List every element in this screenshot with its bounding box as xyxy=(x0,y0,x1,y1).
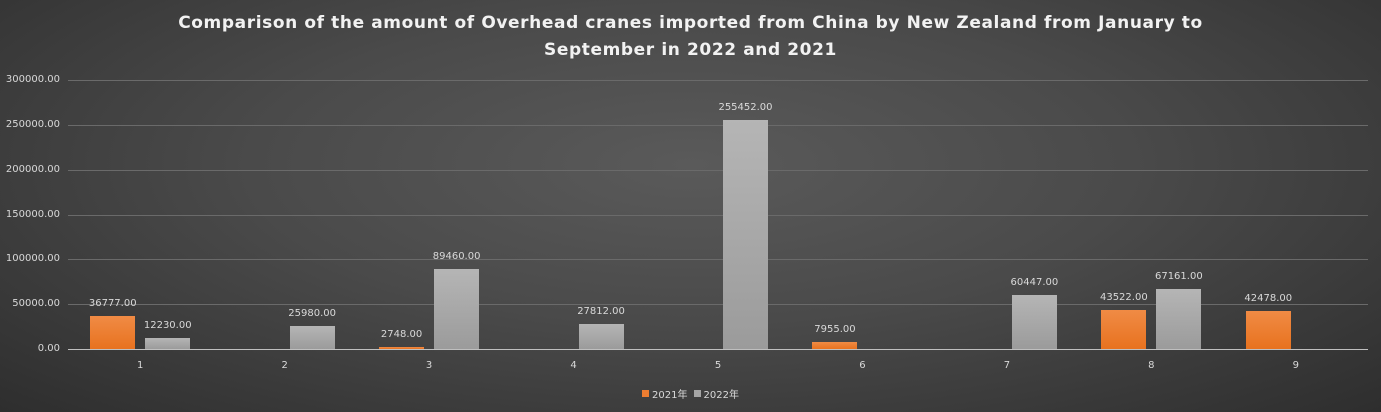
bar-2021-month-1[interactable] xyxy=(90,316,136,349)
x-tick-label: 6 xyxy=(859,360,866,371)
gridline xyxy=(68,214,1368,216)
bar-2022-month-3[interactable] xyxy=(434,268,480,349)
x-tick-label: 3 xyxy=(425,360,433,371)
x-tick-label: 5 xyxy=(714,360,722,371)
bar-2022-month-5[interactable] xyxy=(723,119,768,349)
legend-label-2022: 2022年 xyxy=(703,390,739,401)
x-tick-label: 2 xyxy=(281,360,288,371)
bar-2021-month-9[interactable] xyxy=(1245,310,1291,349)
legend-item-2022[interactable]: 2022年 xyxy=(693,386,739,401)
gridline xyxy=(68,124,1368,126)
bar-2021-month-6[interactable] xyxy=(812,341,858,349)
data-label: 60447.00 xyxy=(1010,276,1059,288)
data-label: 255452.00 xyxy=(718,101,773,113)
bar-2021-month-3[interactable] xyxy=(379,346,425,349)
x-tick-label: 9 xyxy=(1292,360,1299,371)
gridline xyxy=(68,80,1368,81)
y-tick-label: 300000.00 xyxy=(5,74,60,85)
legend-item-2021[interactable]: 2021年 xyxy=(642,386,688,401)
legend-swatch-2021 xyxy=(642,390,650,397)
y-tick-label: 150000.00 xyxy=(5,208,60,220)
y-tick-label: 250000.00 xyxy=(5,118,60,130)
x-tick-label: 7 xyxy=(1003,360,1011,371)
y-tick-label: 50000.00 xyxy=(12,298,60,310)
bar-2022-month-4[interactable] xyxy=(578,324,624,349)
bar-2022-month-1[interactable] xyxy=(145,338,191,349)
y-tick-label: 0.00 xyxy=(37,343,60,354)
x-tick-label: 1 xyxy=(137,360,144,371)
title-line-2: September in 2022 and 2021 xyxy=(544,40,837,60)
data-label: 89460.00 xyxy=(432,250,481,262)
legend-swatch-2022 xyxy=(693,390,701,397)
chart-title: Comparison of the amount of Overhead cra… xyxy=(0,10,1381,64)
data-label: 43522.00 xyxy=(1099,291,1148,303)
data-label: 67161.00 xyxy=(1154,270,1203,282)
data-label: 2748.00 xyxy=(380,328,423,340)
gridline xyxy=(68,169,1368,171)
data-label: 25980.00 xyxy=(288,307,337,319)
data-label: 36777.00 xyxy=(88,298,137,310)
gridline xyxy=(68,259,1368,261)
gridline xyxy=(68,304,1368,306)
data-label: 7955.00 xyxy=(814,323,856,335)
bar-2022-month-2[interactable] xyxy=(289,325,335,349)
data-label: 12230.00 xyxy=(143,320,192,332)
data-label: 27812.00 xyxy=(577,306,625,318)
title-line-1: Comparison of the amount of Overhead cra… xyxy=(178,13,1203,33)
bar-2021-month-8[interactable] xyxy=(1101,309,1147,349)
x-axis-line xyxy=(68,349,1368,350)
legend: 2021年 2022年 xyxy=(0,386,1381,401)
x-tick-label: 8 xyxy=(1148,360,1155,371)
data-label: 42478.00 xyxy=(1244,292,1293,304)
bar-2022-month-8[interactable] xyxy=(1156,288,1202,349)
y-tick-label: 100000.00 xyxy=(5,253,60,265)
legend-label-2021: 2021年 xyxy=(652,390,688,401)
bar-2022-month-7[interactable] xyxy=(1011,294,1057,349)
y-tick-label: 200000.00 xyxy=(5,163,60,175)
x-tick-label: 4 xyxy=(570,360,577,371)
